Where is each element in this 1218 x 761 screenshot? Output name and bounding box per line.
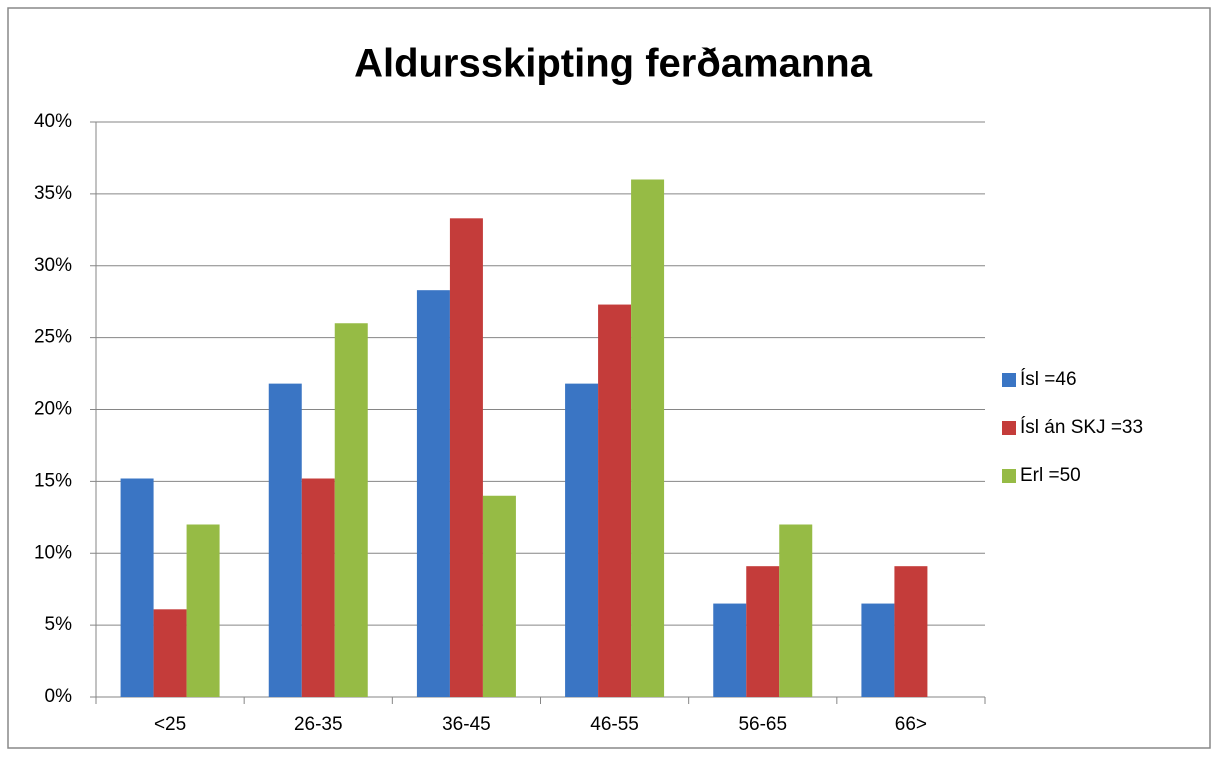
- x-tick-label: 66>: [895, 714, 927, 735]
- bar: [120, 478, 154, 697]
- y-tick-label: 25%: [34, 327, 72, 348]
- bar: [779, 524, 813, 697]
- legend-label: Ísl =46: [1020, 369, 1077, 390]
- y-tick-label: 20%: [34, 399, 72, 420]
- y-tick-label: 30%: [34, 255, 72, 276]
- bar: [268, 383, 302, 697]
- legend-label: Erl =50: [1020, 465, 1081, 486]
- bar: [449, 218, 483, 697]
- bar: [746, 566, 780, 697]
- y-tick-label: 0%: [45, 686, 73, 707]
- x-tick-label: 46-55: [590, 714, 639, 735]
- x-tick-label: 26-35: [294, 714, 343, 735]
- chart-title: Aldursskipting ferðamanna: [354, 42, 873, 86]
- legend-swatch: [1002, 469, 1016, 483]
- legend-label: Ísl án SKJ =33: [1020, 417, 1143, 438]
- bar: [598, 304, 632, 697]
- bar: [482, 495, 516, 697]
- bar: [301, 478, 335, 697]
- y-tick-label: 5%: [45, 614, 73, 635]
- bar: [416, 290, 450, 697]
- bar: [894, 566, 928, 697]
- y-tick-label: 10%: [34, 542, 72, 563]
- bar: [713, 603, 747, 697]
- bar: [631, 179, 665, 697]
- y-tick-label: 15%: [34, 470, 72, 491]
- x-tick-label: <25: [154, 714, 186, 735]
- y-tick-label: 40%: [34, 111, 72, 132]
- bar: [565, 383, 599, 697]
- bar: [861, 603, 895, 697]
- bar: [153, 609, 187, 697]
- bar: [334, 323, 368, 697]
- legend-swatch: [1002, 421, 1016, 435]
- x-tick-label: 36-45: [442, 714, 491, 735]
- bar: [186, 524, 220, 697]
- y-tick-label: 35%: [34, 183, 72, 204]
- legend-swatch: [1002, 373, 1016, 387]
- x-tick-label: 56-65: [738, 714, 787, 735]
